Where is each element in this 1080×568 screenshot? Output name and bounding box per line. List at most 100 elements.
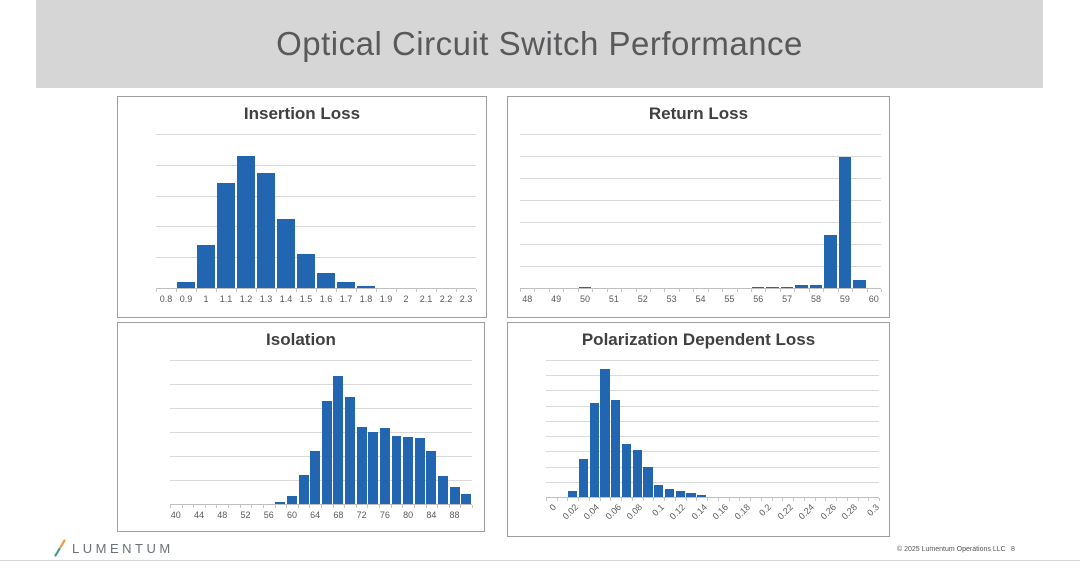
gridline <box>156 257 476 259</box>
x-axis-label: 0.06 <box>603 502 623 522</box>
x-axis-tick <box>837 289 839 292</box>
x-axis-tick <box>556 498 558 501</box>
x-axis-tick <box>548 289 550 292</box>
x-axis-label: 1.5 <box>299 294 313 304</box>
x-axis-tick <box>376 289 377 292</box>
x-axis-tick <box>390 505 392 508</box>
x-axis-tick <box>836 498 838 501</box>
histogram-bar <box>391 435 402 504</box>
x-axis-label: 0.18 <box>732 502 752 522</box>
x-axis-tick <box>779 289 781 292</box>
x-axis-label: 84 <box>426 510 437 520</box>
chart-title: Polarization Dependent Loss <box>581 330 816 349</box>
histogram-bar <box>578 458 589 497</box>
x-axis-tick <box>852 289 854 292</box>
x-axis-tick <box>664 498 666 501</box>
x-axis-label: 50 <box>579 294 590 304</box>
x-axis-label: 57 <box>782 294 793 304</box>
gridline <box>520 134 881 135</box>
histogram-bar <box>317 272 335 288</box>
histogram-bar <box>217 183 235 288</box>
histogram-bar <box>437 476 448 504</box>
x-axis-tick <box>707 498 709 501</box>
histogram-bar <box>461 494 472 504</box>
histogram-bar <box>611 399 621 497</box>
x-axis-tick <box>436 289 437 292</box>
histogram-bar <box>356 427 367 504</box>
x-axis-tick <box>437 505 439 508</box>
x-axis-tick <box>367 505 369 508</box>
x-axis-tick <box>881 289 882 292</box>
histogram-bar <box>686 493 696 497</box>
x-axis-tick <box>577 289 579 292</box>
x-axis-label: 48 <box>522 294 533 304</box>
x-axis-label: 1.6 <box>319 294 333 304</box>
histogram-bar <box>297 254 315 288</box>
x-axis-tick <box>610 498 612 501</box>
x-axis-label: 0.08 <box>624 502 645 522</box>
x-axis-tick <box>460 505 462 508</box>
x-axis-tick <box>750 498 752 501</box>
x-axis-label: 0.3 <box>864 502 881 518</box>
x-axis-tick <box>653 498 655 501</box>
histogram-bar <box>337 281 355 288</box>
x-axis-tick <box>204 505 206 508</box>
histogram-bar <box>257 172 275 288</box>
x-axis-label: 1.7 <box>339 294 353 304</box>
histogram-bar <box>675 490 685 497</box>
x-axis-tick <box>296 289 297 292</box>
gridline <box>156 164 476 166</box>
x-axis-label: 54 <box>695 294 706 304</box>
x-axis-line <box>520 288 881 289</box>
x-axis-label: 53 <box>666 294 677 304</box>
histogram-bar <box>697 494 707 497</box>
x-axis-label: 52 <box>637 294 648 304</box>
x-axis-label: 60 <box>286 510 297 520</box>
x-axis-tick <box>771 498 773 501</box>
x-axis-tick <box>578 498 580 501</box>
histogram-bar <box>414 438 425 504</box>
x-axis-label: 68 <box>333 510 344 520</box>
x-axis-tick <box>866 289 868 292</box>
histogram-bar <box>321 400 332 504</box>
gridline <box>546 375 879 377</box>
lumentum-slash-icon <box>54 539 66 557</box>
x-axis-tick <box>355 505 357 508</box>
x-axis-tick <box>664 289 666 292</box>
x-axis-tick <box>685 498 687 501</box>
x-axis-tick <box>621 289 623 292</box>
gridline <box>520 156 881 157</box>
histogram-bar <box>197 244 215 288</box>
x-axis-label: 1.3 <box>259 294 273 304</box>
histogram-bar <box>237 155 255 288</box>
x-axis-tick <box>751 289 753 292</box>
x-axis-tick <box>846 498 848 501</box>
histogram-bar <box>449 487 460 504</box>
x-axis-tick <box>765 289 767 292</box>
x-axis-tick <box>262 505 264 508</box>
x-axis-tick <box>256 289 257 292</box>
gridline <box>546 405 879 407</box>
gridline <box>546 481 879 483</box>
x-axis-tick <box>599 498 601 501</box>
x-axis-tick <box>868 498 870 501</box>
x-axis-tick <box>823 289 825 292</box>
x-axis-label: 2.3 <box>459 294 473 304</box>
x-axis-tick <box>297 505 299 508</box>
gridline <box>170 384 472 385</box>
x-axis-tick <box>448 505 450 508</box>
histogram-bar <box>275 501 286 504</box>
x-axis-tick <box>274 505 276 508</box>
chart-panel-isolation: Isolation 40 44 48 52 56 60 64 68 72 76 80 84 88 <box>117 322 485 532</box>
x-axis-tick <box>546 498 547 501</box>
x-axis-tick <box>534 289 536 292</box>
histogram-bar <box>298 475 309 504</box>
x-axis-tick <box>193 505 195 508</box>
x-axis-tick <box>782 498 784 501</box>
x-axis-label: 0.04 <box>581 502 602 522</box>
x-axis-tick <box>674 498 676 501</box>
x-axis-tick <box>344 505 346 508</box>
x-axis-tick <box>760 498 762 501</box>
x-axis-tick <box>736 289 738 292</box>
gridline <box>546 360 879 361</box>
